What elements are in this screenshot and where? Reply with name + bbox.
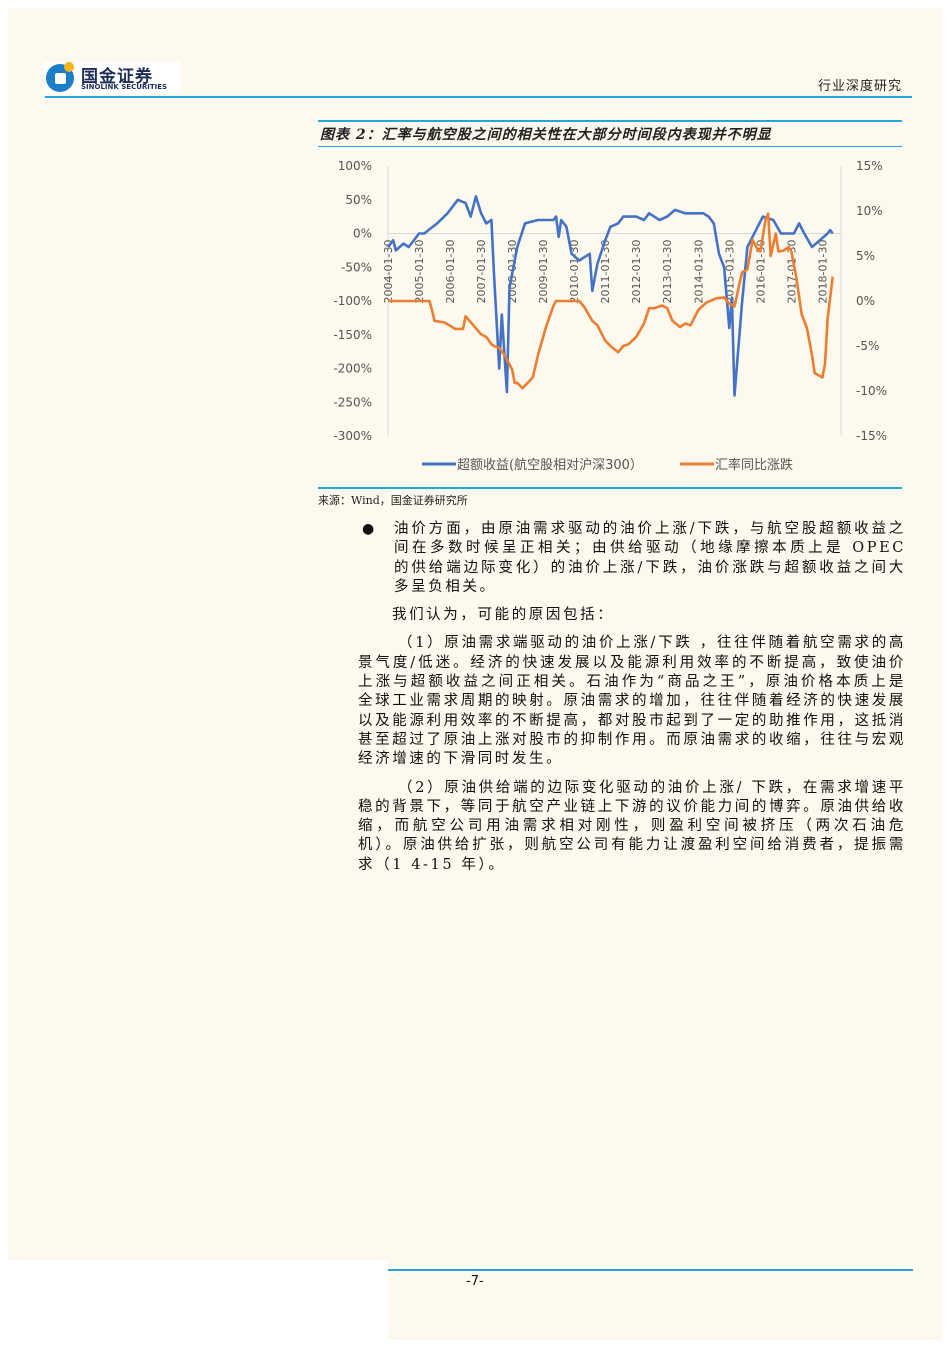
x-tick-label: 2017-01-30 [785, 240, 798, 304]
y-right-tick-label: 0% [856, 294, 875, 308]
section-label: 行业深度研究 [817, 79, 902, 94]
y-right-tick-label: -5% [856, 339, 879, 353]
x-tick-label: 2007-01-30 [475, 240, 488, 304]
y-left-tick-label: -50% [341, 260, 372, 274]
x-tick-label: 2010-01-30 [568, 240, 581, 304]
y-right-tick-label: 5% [856, 249, 875, 263]
logo-cn-text: 国金证券 [81, 67, 153, 87]
x-tick-label: 2013-01-30 [661, 240, 674, 304]
paragraph-reasons-intro: 我们认为，可能的原因包括： [392, 607, 615, 624]
bullet-item: ● 油价方面，由原油需求驱动的油价上涨/下跌，与航空股超额收益之间在多数时候呈正… [358, 520, 906, 606]
y-left-tick-label: -300% [333, 429, 372, 443]
line-chart: 100% 50% 0% -50% -100% -150% -200% -250% -300% 15… [333, 159, 887, 473]
x-tick-label: 2018-01-30 [816, 239, 829, 303]
x-tick-label: 2006-01-30 [444, 240, 457, 304]
y-left-tick-label: -200% [333, 362, 372, 376]
chart-legend: 超额收益(航空股相对沪深300） 汇率同比涨跌 [422, 457, 793, 473]
y-left-tick-label: 100% [338, 159, 372, 173]
x-tick-label: 2012-01-30 [630, 240, 643, 304]
figure-top-rule [318, 120, 902, 122]
bullet-icon: ● [362, 521, 375, 537]
figure-title: 图表 2：汇率与航空股之间的相关性在大部分时间段内表现并不明显 [320, 127, 772, 143]
sinolink-logo: 国金证券 SINOLINK SECURITIES [44, 62, 180, 94]
paragraph-supply-side: （2）原油供给端的边际变化驱动的油价上涨/ 下跌，在需求增速平稳的背景下，等同于… [358, 779, 906, 873]
x-tick-label: 2011-01-30 [599, 240, 612, 304]
series-line-fx-yoy [388, 212, 834, 390]
footer-divider [388, 1269, 913, 1271]
legend-label-fx: 汇率同比涨跌 [715, 457, 793, 473]
y-right-tick-label: 10% [856, 204, 883, 218]
y-left-tick-label: -250% [333, 395, 372, 409]
y-left-tick-label: 50% [345, 193, 372, 207]
figure-title-rule [318, 146, 902, 147]
footer-background [388, 1260, 942, 1340]
logo-en-text: SINOLINK SECURITIES [81, 83, 168, 91]
logo-dot-icon [64, 62, 74, 72]
body-text: ● 油价方面，由原油需求驱动的油价上涨/下跌，与航空股超额收益之间在多数时候呈正… [358, 520, 906, 884]
y-left-tick-label: -150% [333, 328, 372, 342]
header-divider [45, 96, 912, 98]
y-left-tick-label: -100% [333, 294, 372, 308]
page-number: -7- [466, 1274, 484, 1289]
x-tick-label: 2016-01-30 [754, 240, 767, 304]
x-tick-label: 2004-01-30 [382, 240, 395, 304]
figure-bottom-rule [318, 487, 902, 489]
y-left-tick-label: 0% [353, 227, 372, 241]
paragraph-oil-price: 油价方面，由原油需求驱动的油价上涨/下跌，与航空股超额收益之间在多数时候呈正相关… [394, 521, 906, 595]
x-tick-label: 2014-01-30 [692, 240, 705, 304]
y-right-tick-label: -10% [856, 384, 887, 398]
legend-label-excess-return: 超额收益(航空股相对沪深300） [457, 457, 643, 473]
paragraph-demand-side: （1）原油需求端驱动的油价上涨/下跌 ，往往伴随着航空需求的高景气度/低迷。经济… [358, 635, 906, 768]
x-tick-label: 2009-01-30 [537, 240, 550, 304]
y-right-tick-label: 15% [856, 159, 883, 173]
figure-source: 来源：Wind，国金证券研究所 [318, 494, 468, 507]
y-right-tick-label: -15% [856, 429, 887, 443]
page-background [8, 8, 942, 1260]
series-line-excess-return [386, 195, 834, 397]
x-tick-label: 2005-01-30 [413, 240, 426, 304]
